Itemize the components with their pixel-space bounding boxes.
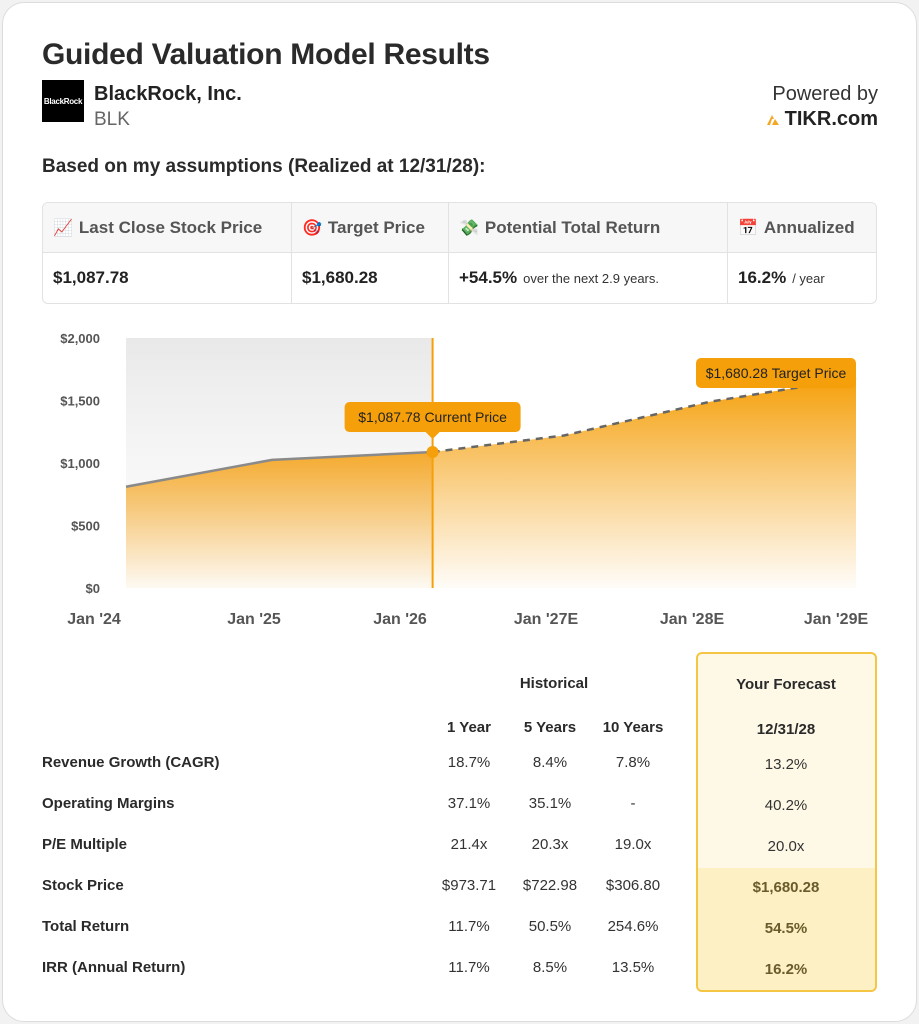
summary-subtext: over the next 2.9 years.: [523, 270, 659, 286]
table-cell: 37.1%: [447, 795, 491, 812]
summary-target-price: 🎯 Target Price $1,680.28: [292, 203, 449, 303]
historical-header: Historical: [519, 675, 589, 692]
company-name: BlackRock, Inc.: [94, 83, 242, 105]
forecast-cell: 16.2%: [764, 961, 808, 978]
table-cell: $973.71: [441, 877, 497, 894]
current-price-dot: [426, 446, 439, 459]
table-cell: 254.6%: [607, 918, 659, 935]
money-icon: 💸: [459, 218, 479, 237]
tooltip-pointer: [425, 432, 440, 440]
row-label: Stock Price: [42, 877, 124, 894]
forecast-area: [432, 377, 856, 588]
row-label: Total Return: [42, 918, 130, 935]
summary-value: +54.5%: [459, 268, 518, 287]
table-cell: 13.5%: [611, 959, 655, 976]
summary-label: Potential Total Return: [484, 217, 661, 237]
y-tick-label: $500: [71, 519, 100, 534]
tikr-brand-link[interactable]: TIKR.com: [766, 108, 878, 131]
summary-value: $1,680.28: [302, 268, 378, 287]
y-tick-label: $1,000: [60, 456, 100, 471]
forecast-cell: 40.2%: [764, 797, 808, 814]
tikr-brand-text: TIKR.com: [784, 108, 878, 130]
summary-label: Annualized: [763, 217, 855, 237]
target-price-label: $1,680.28 Target Price: [706, 365, 847, 381]
table-cell: 21.4x: [450, 836, 488, 853]
x-tick-label: Jan '27E: [514, 611, 579, 628]
current-price-label: $1,087.78 Current Price: [358, 409, 507, 425]
table-cell: 20.3x: [531, 836, 569, 853]
summary-value: $1,087.78: [53, 268, 129, 287]
table-cell: 18.7%: [447, 754, 491, 771]
x-tick-label: Jan '26: [373, 611, 427, 628]
summary-total-return: 💸 Potential Total Return +54.5% over the n…: [449, 203, 728, 303]
table-cell: 11.7%: [448, 918, 490, 935]
target-price-tooltip: [696, 358, 856, 388]
table-cell: 35.1%: [528, 795, 572, 812]
historical-line: [125, 450, 433, 488]
x-tick-label: Jan '24: [67, 611, 121, 628]
x-tick-label: Jan '25: [227, 611, 281, 628]
summary-value: 16.2%: [738, 268, 787, 287]
forecast-highlight: [698, 868, 875, 990]
table-cell: 8.4%: [532, 754, 568, 771]
historical-area: [126, 452, 433, 588]
table-cell: $722.98: [522, 877, 578, 894]
forecast-cell: 54.5%: [764, 920, 808, 937]
forecast-cell: $1,680.28: [752, 879, 820, 896]
row-label: Operating Margins: [42, 795, 175, 812]
page-title: Guided Valuation Model Results: [42, 38, 490, 71]
table-cell: 11.7%: [448, 959, 490, 976]
row-label: IRR (Annual Return): [42, 959, 186, 976]
column-header: 1 Year: [447, 719, 491, 736]
ticker-symbol: BLK: [94, 109, 130, 130]
row-label: P/E Multiple: [42, 836, 128, 853]
summary-table: 📈 Last Close Stock Price $1,087.78 🎯 Targe…: [42, 202, 877, 304]
table-cell: 50.5%: [528, 918, 572, 935]
x-tick-label: Jan '28E: [660, 611, 725, 628]
assumptions-heading: Based on my assumptions (Realized at 12/…: [42, 156, 486, 177]
target-icon: 🎯: [302, 218, 322, 237]
table-cell: 19.0x: [614, 836, 652, 853]
y-tick-label: $0: [86, 581, 100, 596]
y-tick-label: $2,000: [60, 331, 100, 346]
chart-increasing-icon: 📈: [53, 218, 73, 237]
powered-by-label: Powered by: [772, 83, 878, 105]
calendar-icon: 📅: [738, 218, 758, 237]
price-chart: $2,000 $1,500 $1,000 $500 $0 Jan '24 Jan '25 Ja…: [60, 331, 869, 628]
forecast-cell: 13.2%: [764, 756, 808, 773]
forecast-date-header: 12/31/28: [756, 721, 816, 738]
forecast-panel: [696, 652, 877, 992]
current-price-tooltip: [344, 402, 521, 433]
column-header: 10 Years: [602, 719, 664, 736]
forecast-cell: 20.0x: [767, 838, 805, 855]
tikr-logo-icon: [766, 114, 779, 125]
summary-label: Target Price: [327, 217, 425, 237]
forecast-line: [432, 376, 857, 454]
table-cell: $306.80: [605, 877, 661, 894]
x-tick-label: Jan '29E: [804, 611, 869, 628]
summary-subtext: / year: [792, 270, 825, 286]
table-cell: 8.5%: [532, 959, 568, 976]
summary-label: Last Close Stock Price: [78, 217, 263, 237]
summary-last-close: 📈 Last Close Stock Price $1,087.78: [43, 203, 292, 303]
table-cell: -: [630, 795, 636, 812]
company-logo: BlackRock: [42, 80, 84, 122]
column-header: 5 Years: [523, 719, 577, 736]
row-label: Revenue Growth (CAGR): [42, 754, 220, 771]
table-cell: 7.8%: [615, 754, 651, 771]
forecast-header: Your Forecast: [736, 676, 836, 693]
y-tick-label: $1,500: [60, 394, 100, 409]
summary-annualized: 📅 Annualized 16.2% / year: [728, 203, 876, 303]
